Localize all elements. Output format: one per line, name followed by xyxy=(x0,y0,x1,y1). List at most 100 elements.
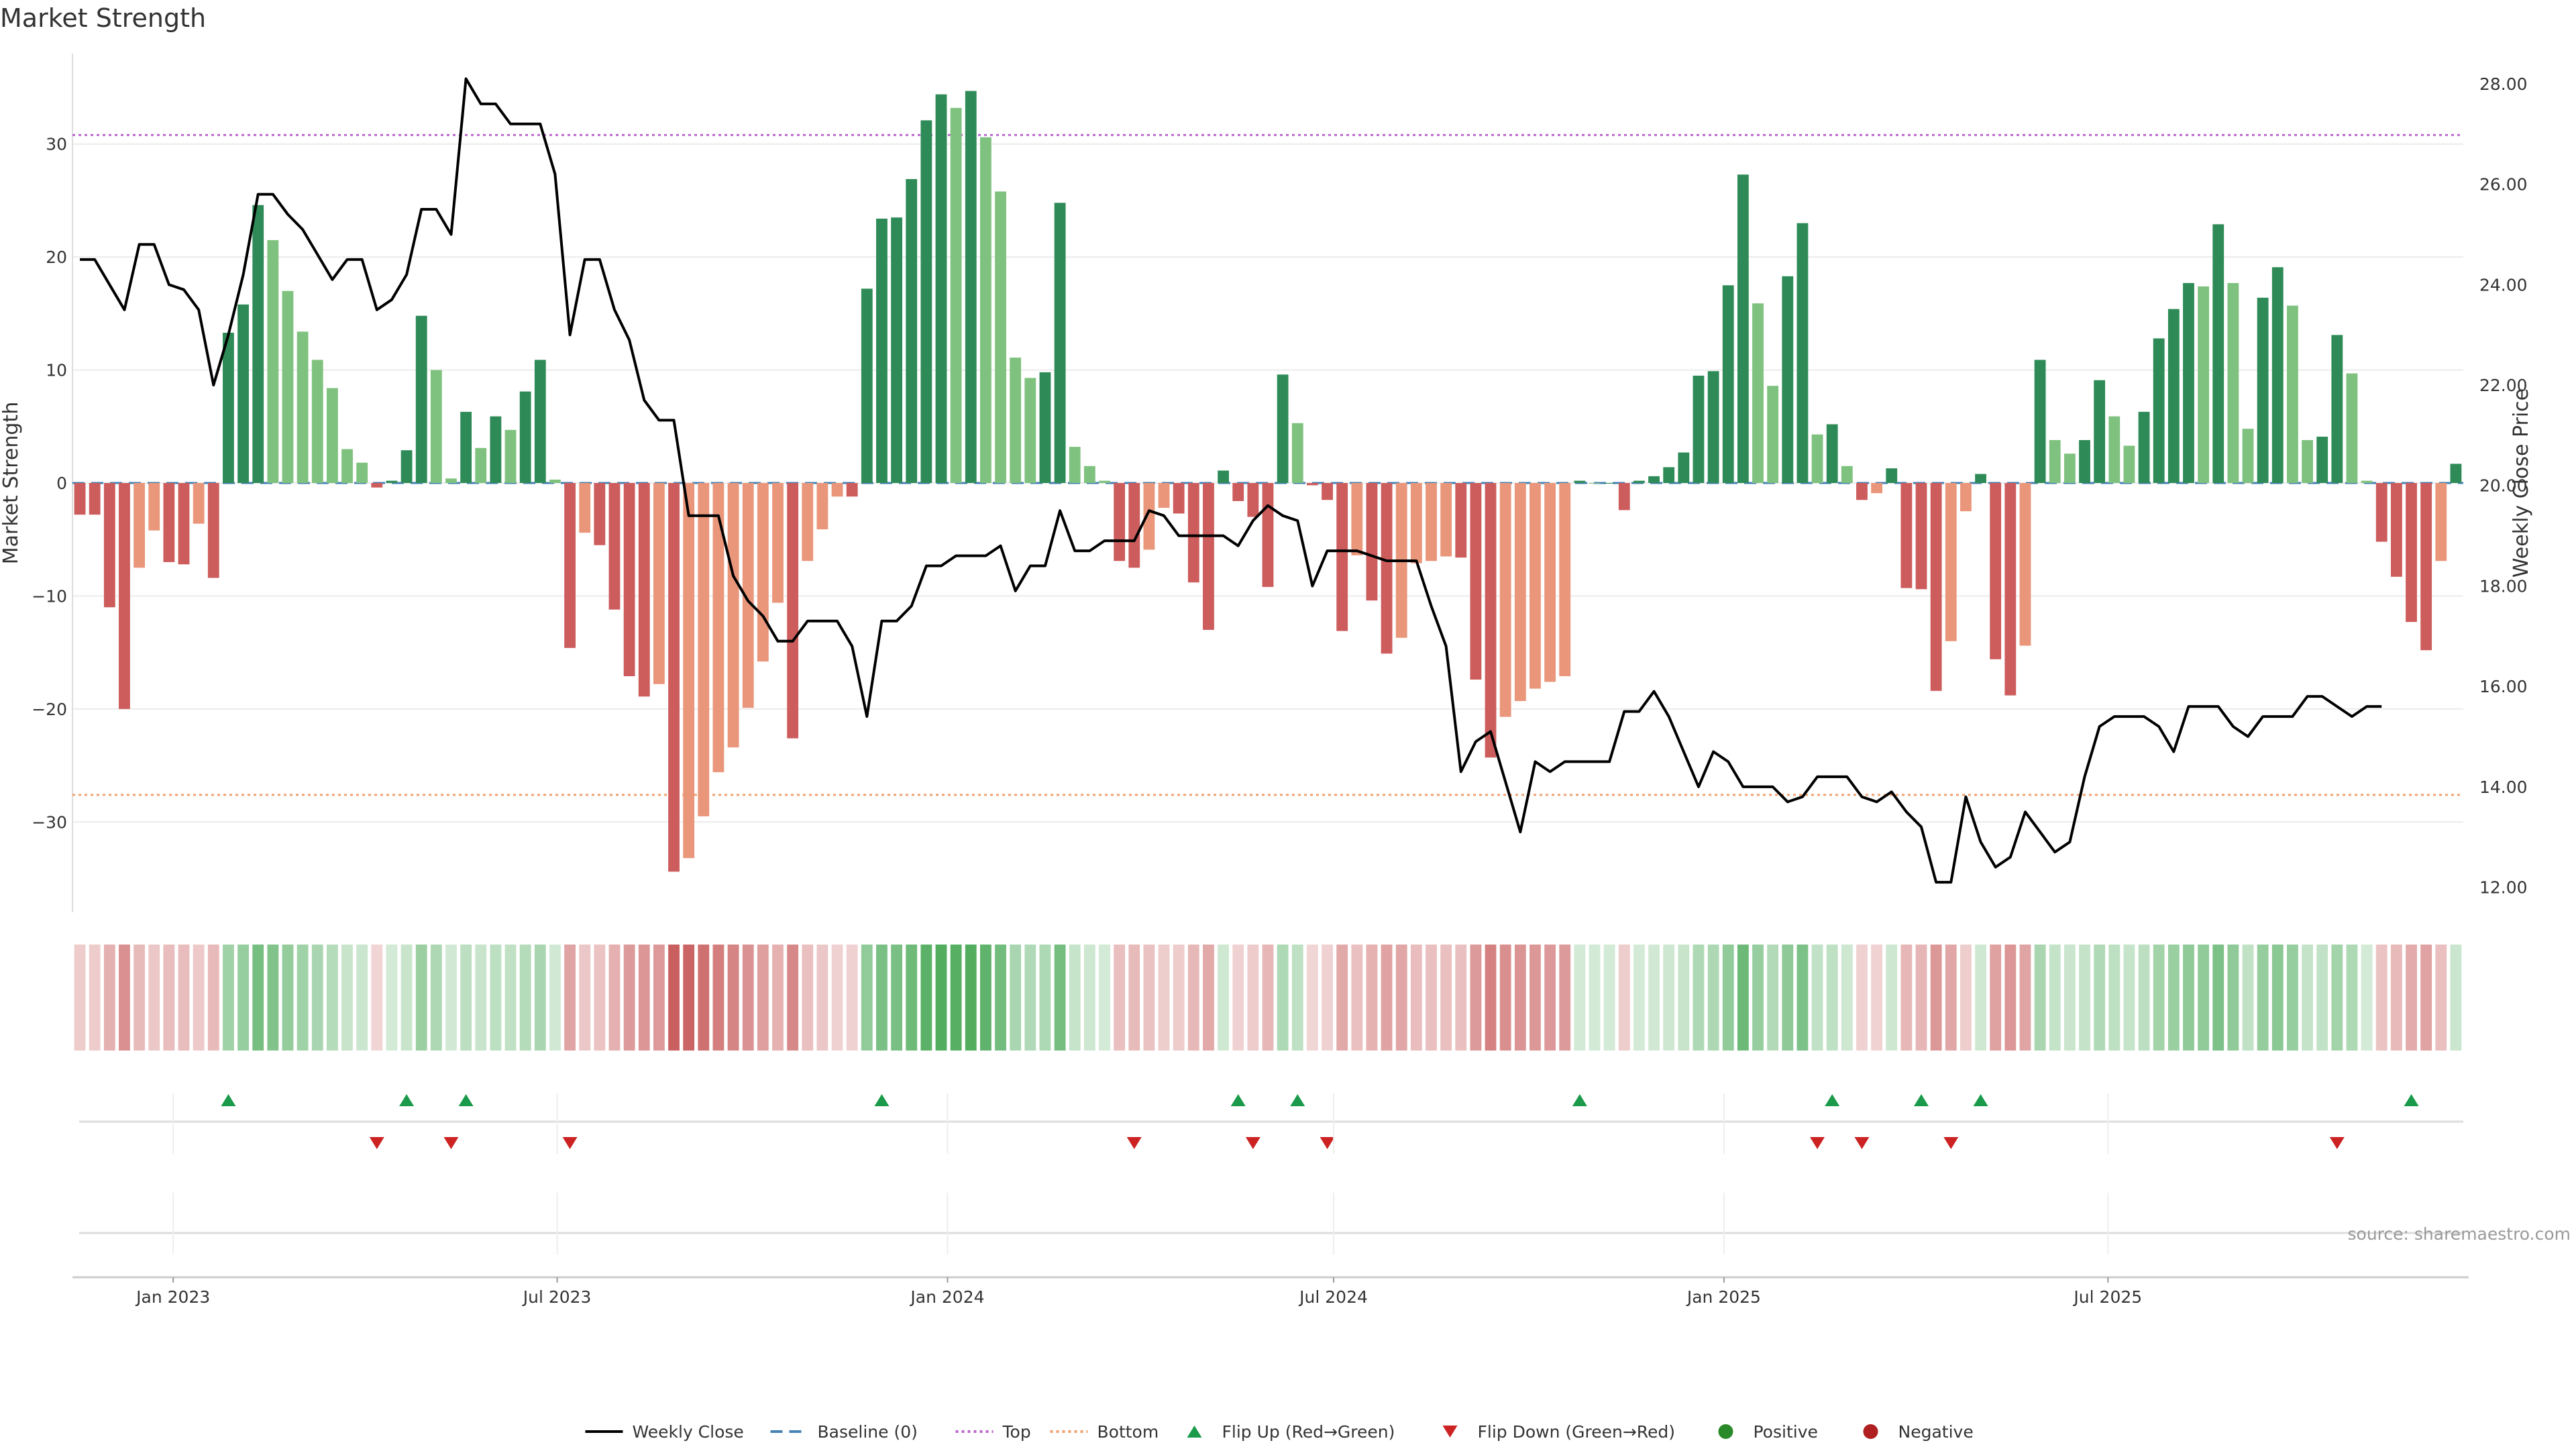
heatmap-cell xyxy=(2198,945,2210,1051)
strength-bar xyxy=(2123,445,2135,483)
strength-bar xyxy=(1990,483,2002,659)
strength-bar xyxy=(2375,483,2387,542)
heatmap-cell xyxy=(594,945,606,1051)
strength-bar xyxy=(1752,303,1764,483)
heatmap-cell xyxy=(1544,945,1556,1051)
x-tick-label: Jan 2025 xyxy=(1686,1287,1761,1307)
y2-tick-label: 20.00 xyxy=(2479,476,2528,496)
strength-bar xyxy=(430,370,442,483)
strength-bar xyxy=(1158,483,1170,508)
heatmap-cell xyxy=(2406,945,2417,1051)
heatmap-cell xyxy=(2420,945,2432,1051)
strength-bar xyxy=(1841,466,1853,483)
heatmap-cell xyxy=(1975,945,1986,1051)
strength-bar xyxy=(490,416,502,483)
strength-bar xyxy=(133,483,146,568)
strength-bar xyxy=(2346,373,2358,483)
strength-bar xyxy=(965,91,977,483)
heatmap-cell xyxy=(1693,945,1705,1051)
heatmap-cell xyxy=(950,945,962,1051)
strength-bar xyxy=(1886,468,1898,483)
x-axis: Jan 2023 Jul 2023 Jan 2024 Jul 2024 Jan 2025… xyxy=(72,1093,2469,1307)
heatmap-cell xyxy=(2302,945,2313,1051)
strength-bar xyxy=(371,483,383,488)
strength-bar xyxy=(386,480,398,483)
strength-bar xyxy=(1930,483,1942,691)
heatmap-cell xyxy=(1083,945,1095,1051)
strength-bar xyxy=(1470,483,1482,680)
heatmap-cell xyxy=(1054,945,1066,1051)
heatmap-cell xyxy=(549,945,561,1051)
heatmap-cell xyxy=(1618,945,1630,1051)
strength-bar xyxy=(802,483,814,561)
strength-bar xyxy=(1455,483,1467,558)
heatmap-cell xyxy=(1707,945,1719,1051)
legend-item: Positive xyxy=(1718,1422,1818,1442)
heatmap-cell xyxy=(1232,945,1244,1051)
strength-bar xyxy=(1796,223,1809,483)
strength-bar xyxy=(282,290,294,483)
strength-bar xyxy=(816,483,828,530)
strength-bar xyxy=(2406,483,2417,623)
heatmap-cell xyxy=(282,945,294,1051)
heatmap-cell xyxy=(2094,945,2106,1051)
heatmap-cell xyxy=(1589,945,1601,1051)
strength-bar xyxy=(148,483,160,531)
strength-bar xyxy=(698,483,710,816)
heatmap-cell xyxy=(1247,945,1259,1051)
strength-bar xyxy=(2331,335,2343,483)
heatmap-cell xyxy=(1039,945,1051,1051)
strength-bar xyxy=(995,191,1006,483)
flip-up-marker xyxy=(1290,1094,1305,1106)
heatmap-cell xyxy=(297,945,309,1051)
flip-down-marker xyxy=(562,1137,578,1149)
heatmap-cell xyxy=(1128,945,1140,1051)
heatmap-cell xyxy=(1114,945,1126,1051)
strength-bar xyxy=(1856,483,1868,500)
strength-bar xyxy=(193,483,205,524)
strength-bar xyxy=(2242,429,2254,483)
strength-bar xyxy=(1440,483,1452,557)
strength-bars xyxy=(74,91,2462,872)
heatmap-cell xyxy=(1158,945,1170,1051)
strength-bar xyxy=(1099,480,1110,483)
strength-bar xyxy=(1306,483,1318,486)
heatmap-cell xyxy=(1722,945,1734,1051)
strength-bar xyxy=(341,449,353,483)
y2-tick-label: 18.00 xyxy=(2479,576,2528,596)
x-tick-label: Jan 2024 xyxy=(909,1287,984,1307)
strength-bar xyxy=(237,304,249,483)
heatmap-cell xyxy=(2138,945,2150,1051)
flip-up-marker xyxy=(2404,1094,2419,1106)
heatmap-cell xyxy=(757,945,769,1051)
strength-bar xyxy=(475,447,487,483)
strength-bar xyxy=(252,205,264,483)
strength-bar xyxy=(757,483,769,662)
flip-down-marker xyxy=(2329,1137,2345,1149)
legend: Weekly Close Baseline (0) Top Bottom Flip Up… xyxy=(585,1422,1974,1442)
heatmap-cell xyxy=(1915,945,1927,1051)
strength-bar xyxy=(772,483,784,603)
heatmap-cell xyxy=(1010,945,1022,1051)
heatmap-cell xyxy=(1678,945,1690,1051)
x-tick-label: Jul 2025 xyxy=(2072,1287,2142,1307)
strength-bar xyxy=(504,429,517,483)
heatmap-cell xyxy=(1796,945,1809,1051)
heatmap-cell xyxy=(356,945,368,1051)
strength-bar xyxy=(297,331,309,483)
heatmap-cell xyxy=(608,945,621,1051)
heatmap-cell xyxy=(1024,945,1036,1051)
strength-bar xyxy=(1054,203,1066,483)
strength-bar xyxy=(2435,483,2447,561)
heatmap-cell xyxy=(2316,945,2328,1051)
flip-up-marker xyxy=(221,1094,236,1106)
legend-label: Positive xyxy=(1754,1422,1818,1442)
strength-bar xyxy=(2004,483,2017,696)
left-axis: −30 −20 −10 0 10 20 30 xyxy=(32,135,67,833)
heatmap-cell xyxy=(1752,945,1764,1051)
heatmap-cell xyxy=(163,945,175,1051)
y2-tick-label: 16.00 xyxy=(2479,677,2528,696)
heatmap-cell xyxy=(430,945,442,1051)
flip-down-marker xyxy=(443,1137,459,1149)
